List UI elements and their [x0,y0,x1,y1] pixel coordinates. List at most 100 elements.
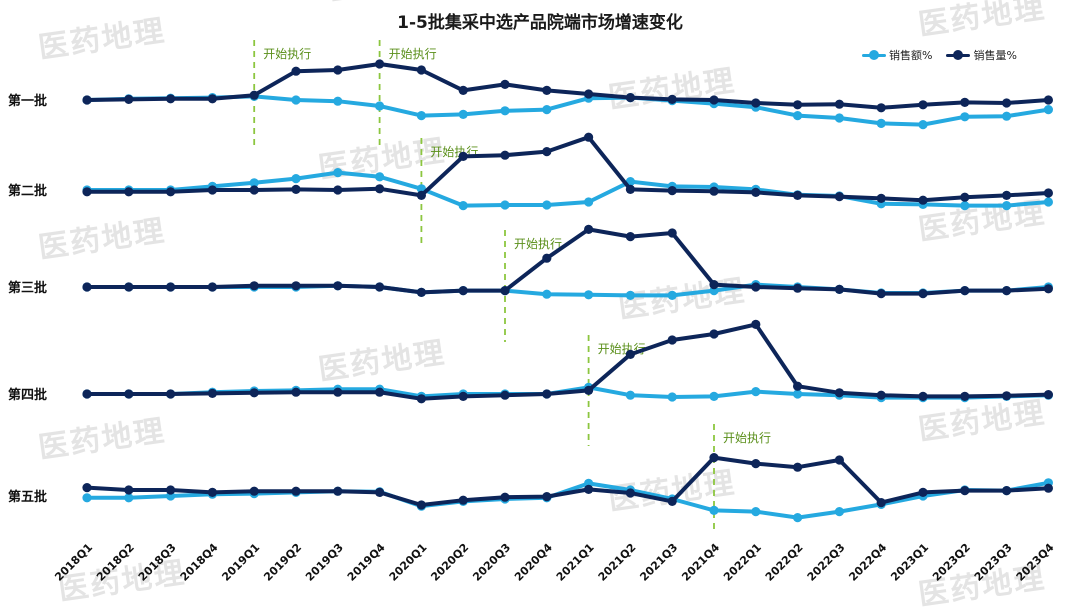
data-point-sales-volume [333,281,343,291]
x-tick-label: 2019Q2 [261,541,304,584]
data-point-sales-value [249,178,259,188]
data-point-sales-volume [82,187,92,197]
data-point-sales-value [458,201,468,211]
data-point-sales-volume [542,389,552,399]
start-execution-label: 开始执行 [263,47,311,61]
data-point-sales-volume [458,286,468,296]
data-point-sales-value [416,111,426,121]
x-tick-label: 2022Q4 [846,541,889,584]
data-point-sales-value [918,120,928,130]
data-point-sales-volume [333,185,343,195]
data-point-sales-value [667,392,677,402]
watermark-text: 医药地理 [616,273,748,325]
data-point-sales-volume [500,390,510,400]
x-tick-label: 2022Q2 [763,541,806,584]
panel-label: 第三批 [8,280,47,296]
legend-swatch-sales-value [862,50,886,60]
data-point-sales-value [876,118,886,128]
panel-label: 第四批 [8,387,47,403]
x-tick-label: 2020Q2 [428,541,471,584]
data-point-sales-volume [876,390,886,400]
data-point-sales-volume [709,95,719,105]
data-point-sales-volume [584,484,594,494]
data-point-sales-volume [751,319,761,329]
data-point-sales-volume [918,487,928,497]
data-point-sales-volume [1043,390,1053,400]
data-point-sales-volume [416,500,426,510]
data-point-sales-volume [876,289,886,299]
data-point-sales-volume [960,192,970,202]
data-point-sales-volume [375,282,385,292]
data-point-sales-volume [375,184,385,194]
data-point-sales-volume [1043,483,1053,493]
data-point-sales-volume [793,100,803,110]
data-point-sales-volume [751,187,761,197]
data-point-sales-value [625,390,636,400]
watermark-text: 医药地理 [916,395,1048,447]
watermark-text: 医药地理 [326,0,458,8]
data-point-sales-volume [291,486,301,496]
x-tick-label: 2019Q1 [219,541,262,584]
data-point-sales-volume [834,192,845,202]
data-point-sales-volume [458,495,468,505]
legend-label-sales-value: 销售额% [889,49,933,62]
data-point-sales-volume [918,100,928,110]
data-point-sales-volume [333,65,343,75]
data-point-sales-volume [166,282,176,292]
data-point-sales-volume [416,394,426,404]
data-point-sales-value [500,106,510,116]
watermark-text: 医药地理 [36,413,168,465]
data-point-sales-volume [166,94,176,104]
start-execution-label: 开始执行 [598,342,646,356]
x-tick-label: 2018Q4 [178,541,221,584]
data-point-sales-volume [291,184,301,194]
data-point-sales-volume [124,94,134,104]
series-line-sales-volume [85,322,1051,401]
data-point-sales-volume [793,462,803,472]
data-point-sales-volume [375,59,385,69]
data-point-sales-value [793,389,803,399]
data-point-sales-volume [500,79,510,89]
data-point-sales-volume [416,190,426,200]
x-tick-label: 2019Q4 [345,541,388,584]
data-point-sales-volume [124,187,134,197]
series-line-sales-value [85,480,1051,520]
data-point-sales-volume [876,498,886,508]
data-point-sales-value [960,201,970,211]
data-point-sales-value [834,507,845,517]
data-point-sales-volume [291,281,301,291]
data-point-sales-volume [960,286,970,296]
watermark-text: 医药地理 [36,213,168,265]
data-point-sales-value [291,95,301,105]
data-point-sales-volume [625,349,636,359]
data-point-sales-volume [82,95,92,105]
data-point-sales-volume [333,387,343,397]
data-point-sales-volume [1043,95,1053,105]
panel-label: 第五批 [8,489,47,505]
legend-item-sales-volume: 销售量% [946,47,1017,63]
data-point-sales-volume [793,190,803,200]
data-point-sales-volume [500,286,510,296]
data-point-sales-volume [834,388,845,398]
x-tick-label: 2021Q2 [596,541,639,584]
data-point-sales-volume [625,93,636,103]
data-point-sales-volume [751,459,761,469]
data-point-sales-volume [542,147,552,157]
data-point-sales-volume [625,184,636,194]
data-point-sales-volume [918,195,928,205]
data-point-sales-volume [960,391,970,401]
data-point-sales-volume [207,185,217,195]
data-point-sales-volume [584,224,594,234]
data-point-sales-volume [416,287,426,297]
data-point-sales-value [960,112,970,122]
data-point-sales-volume [82,282,92,292]
legend-item-sales-value: 销售额% [862,47,932,63]
start-execution-label: 开始执行 [514,237,562,251]
data-point-sales-volume [207,282,217,292]
data-point-sales-volume [751,98,761,108]
data-point-sales-value [333,168,343,178]
legend-label-sales-volume: 销售量% [973,49,1017,62]
data-point-sales-value [542,105,552,115]
series-line-sales-value [85,94,1051,127]
data-point-sales-volume [1043,284,1053,294]
